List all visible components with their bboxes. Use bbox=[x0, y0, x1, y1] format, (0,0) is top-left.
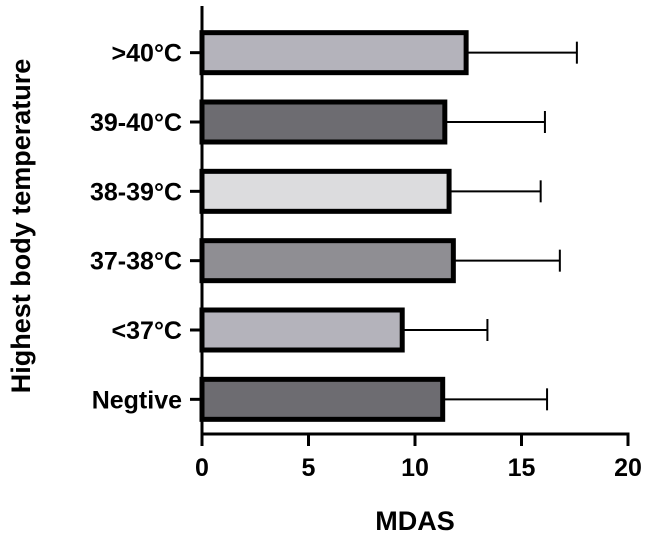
bar-4 bbox=[199, 307, 405, 353]
error-bars-group bbox=[402, 41, 578, 411]
category-label-1: 39-40°C bbox=[90, 109, 182, 137]
bar-1 bbox=[199, 99, 448, 145]
category-label-5: Negtive bbox=[92, 386, 182, 414]
category-label-3: 37-38°C bbox=[90, 248, 182, 276]
bar-5 bbox=[199, 376, 446, 422]
category-label-0: >40°C bbox=[112, 40, 182, 68]
bar-3 bbox=[199, 238, 456, 284]
x-tick-label-1: 5 bbox=[302, 454, 316, 482]
bars-group bbox=[199, 30, 469, 422]
category-label-2: 38-39°C bbox=[90, 178, 182, 206]
bar-2 bbox=[199, 168, 452, 214]
x-tick-label-4: 20 bbox=[614, 454, 642, 482]
bar-0 bbox=[199, 30, 469, 76]
category-labels-group: >40°C 39-40°C 38-39°C 37-38°C <37°C Negtive bbox=[90, 40, 202, 414]
x-tick-label-2: 10 bbox=[401, 454, 429, 482]
x-tick-label-3: 15 bbox=[508, 454, 536, 482]
x-axis-title: MDAS bbox=[375, 506, 455, 536]
x-tick-label-0: 0 bbox=[195, 454, 209, 482]
category-label-4: <37°C bbox=[112, 317, 182, 345]
y-axis-title: Highest body temperature bbox=[6, 59, 36, 394]
x-ticks-group: 0 5 10 15 20 bbox=[195, 434, 642, 482]
